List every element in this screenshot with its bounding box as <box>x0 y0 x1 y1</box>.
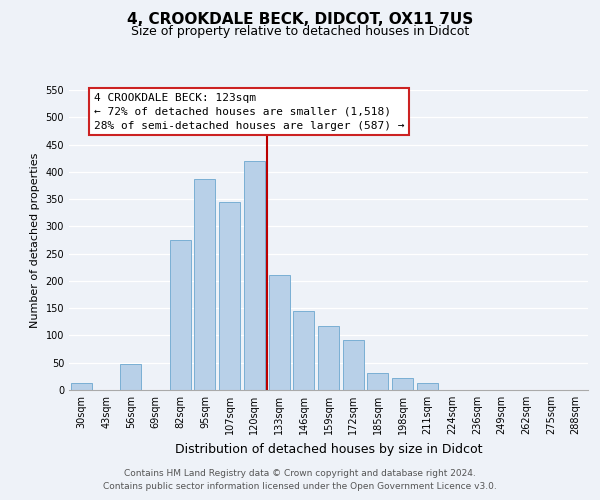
Text: Size of property relative to detached houses in Didcot: Size of property relative to detached ho… <box>131 25 469 38</box>
Bar <box>120 364 141 390</box>
Bar <box>71 384 92 390</box>
Bar <box>244 161 265 390</box>
Bar <box>269 276 290 390</box>
Bar <box>219 202 240 390</box>
Bar <box>318 326 339 390</box>
Bar <box>194 179 215 390</box>
Bar <box>293 311 314 390</box>
Bar <box>170 240 191 390</box>
Bar <box>367 373 388 390</box>
Bar <box>417 384 438 390</box>
Text: 4, CROOKDALE BECK, DIDCOT, OX11 7US: 4, CROOKDALE BECK, DIDCOT, OX11 7US <box>127 12 473 28</box>
Y-axis label: Number of detached properties: Number of detached properties <box>30 152 40 328</box>
Text: 4 CROOKDALE BECK: 123sqm
← 72% of detached houses are smaller (1,518)
28% of sem: 4 CROOKDALE BECK: 123sqm ← 72% of detach… <box>94 92 404 130</box>
Text: Contains public sector information licensed under the Open Government Licence v3: Contains public sector information licen… <box>103 482 497 491</box>
Bar <box>392 378 413 390</box>
X-axis label: Distribution of detached houses by size in Didcot: Distribution of detached houses by size … <box>175 442 482 456</box>
Text: Contains HM Land Registry data © Crown copyright and database right 2024.: Contains HM Land Registry data © Crown c… <box>124 468 476 477</box>
Bar <box>343 340 364 390</box>
